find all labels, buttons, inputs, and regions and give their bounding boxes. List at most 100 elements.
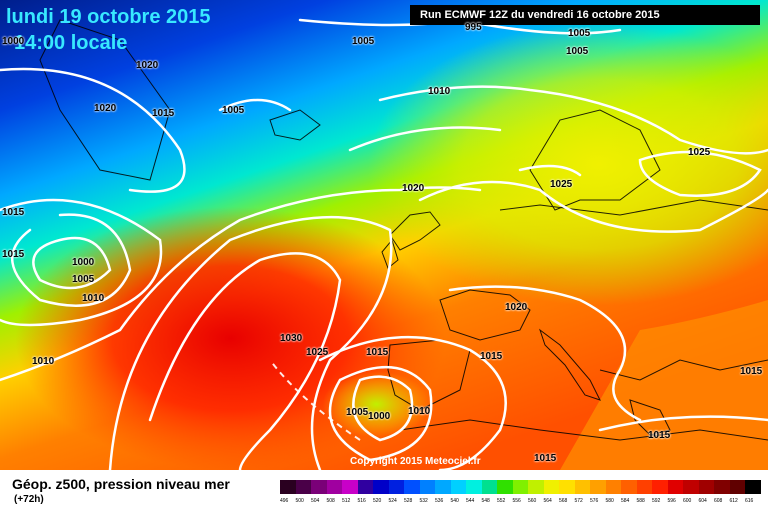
isobar-label: 1015	[648, 430, 671, 441]
isobar-1010-north	[378, 85, 768, 155]
isobar-label: 1015	[534, 453, 557, 464]
scale-swatch	[357, 480, 373, 494]
isobar-low-1000	[32, 236, 112, 290]
isobar-label: 1025	[688, 147, 711, 158]
scale-value: 588	[636, 498, 645, 504]
scale-value: 508	[326, 498, 335, 504]
isobar-low-1005	[11, 213, 132, 307]
scale-swatch	[466, 480, 482, 494]
scale-swatch	[481, 480, 497, 494]
model-run-banner: Run ECMWF 12Z du vendredi 16 octobre 201…	[410, 5, 760, 25]
isobar-label: 1010	[408, 406, 431, 417]
scale-swatch	[714, 480, 730, 494]
geopotential-map	[0, 0, 768, 470]
scale-value: 512	[342, 498, 351, 504]
scale-swatch	[388, 480, 404, 494]
balkan-coast	[599, 359, 768, 381]
isobar-label: 1000	[72, 257, 95, 268]
isobar-label: 1005	[352, 36, 375, 47]
isobar-1005-mid	[218, 98, 292, 112]
scale-value: 576	[590, 498, 599, 504]
isobar-label: 1000	[2, 36, 25, 47]
scale-swatch	[280, 480, 296, 494]
isobar-label: 995	[465, 22, 482, 33]
isobar-label: 1020	[505, 302, 528, 313]
lead-time: (+72h)	[14, 494, 44, 505]
isobar-label: 1020	[402, 183, 425, 194]
north-sea-baltic-coast	[499, 199, 768, 216]
ireland-outline	[381, 238, 399, 269]
isobar-1025	[108, 215, 393, 470]
scale-value: 496	[280, 498, 289, 504]
isobar-label: 1005	[346, 407, 369, 418]
isobar-1015-south	[318, 335, 507, 470]
scale-value: 592	[652, 498, 661, 504]
isobar-label: 1015	[740, 366, 763, 377]
scale-swatch	[605, 480, 621, 494]
scale-swatch	[729, 480, 745, 494]
scale-value: 608	[714, 498, 723, 504]
scale-value: 536	[435, 498, 444, 504]
copyright-notice: Copyright 2015 Meteociel.fr	[350, 456, 481, 467]
isobar-label: 1005	[566, 46, 589, 57]
scale-swatch	[326, 480, 342, 494]
scale-value: 516	[357, 498, 366, 504]
france-outline	[439, 289, 531, 341]
scale-value: 616	[745, 498, 754, 504]
isobars	[0, 18, 768, 470]
scale-swatch	[698, 480, 714, 494]
scale-swatch	[652, 480, 668, 494]
isobar-cutoff-1000	[352, 375, 414, 442]
isobar-label: 1005	[72, 274, 95, 285]
isobar-1025-east	[638, 150, 762, 197]
frontal-line	[269, 359, 361, 441]
scale-swatch	[667, 480, 683, 494]
scale-swatch	[621, 480, 637, 494]
isobar-cutoff-1005	[328, 365, 433, 462]
isobar-1015	[0, 186, 482, 382]
isobar-label: 1005	[568, 28, 591, 39]
iceland-outline	[269, 109, 321, 141]
scale-swatch	[512, 480, 528, 494]
forecast-time: 14:00 locale	[14, 32, 128, 54]
scale-value: 548	[481, 498, 490, 504]
isobar-label: 1015	[152, 108, 175, 119]
isobar-1015-east	[598, 415, 768, 432]
scale-value: 528	[404, 498, 413, 504]
scale-swatch	[342, 480, 358, 494]
field-title: Géop. z500, pression niveau mer	[12, 476, 230, 492]
isobar-label: 1010	[428, 86, 451, 97]
scale-value: 584	[621, 498, 630, 504]
scale-swatch	[419, 480, 435, 494]
isobar-label: 1015	[366, 347, 389, 358]
scale-value: 524	[388, 498, 397, 504]
isobar-1015-north	[348, 126, 502, 152]
scale-value: 560	[528, 498, 537, 504]
scale-swatch	[574, 480, 590, 494]
legend-footer: Géop. z500, pression niveau mer (+72h) 4…	[0, 470, 768, 512]
scale-swatch	[528, 480, 544, 494]
scale-swatch	[543, 480, 559, 494]
scale-value: 520	[373, 498, 382, 504]
scale-swatch	[404, 480, 420, 494]
scale-value: 604	[698, 498, 707, 504]
scale-value: 556	[512, 498, 521, 504]
isobar-label: 1020	[94, 103, 117, 114]
isobar-label: 1020	[136, 60, 159, 71]
color-scale-labels: 496 500 504 508 512 516 520 524 528 532 536 540 544 5…	[280, 498, 761, 504]
greenland-outline	[39, 19, 171, 181]
scale-value: 596	[667, 498, 676, 504]
scale-value: 564	[543, 498, 552, 504]
scale-swatch	[450, 480, 466, 494]
color-scale	[280, 480, 761, 494]
scale-swatch	[435, 480, 451, 494]
scale-value: 612	[729, 498, 738, 504]
isobar-1020-south	[448, 285, 642, 422]
scale-value: 580	[605, 498, 614, 504]
scale-value: 532	[419, 498, 428, 504]
scale-value: 572	[574, 498, 583, 504]
british-isles-outline	[389, 211, 441, 251]
scale-value: 504	[311, 498, 320, 504]
scale-value: 500	[295, 498, 304, 504]
